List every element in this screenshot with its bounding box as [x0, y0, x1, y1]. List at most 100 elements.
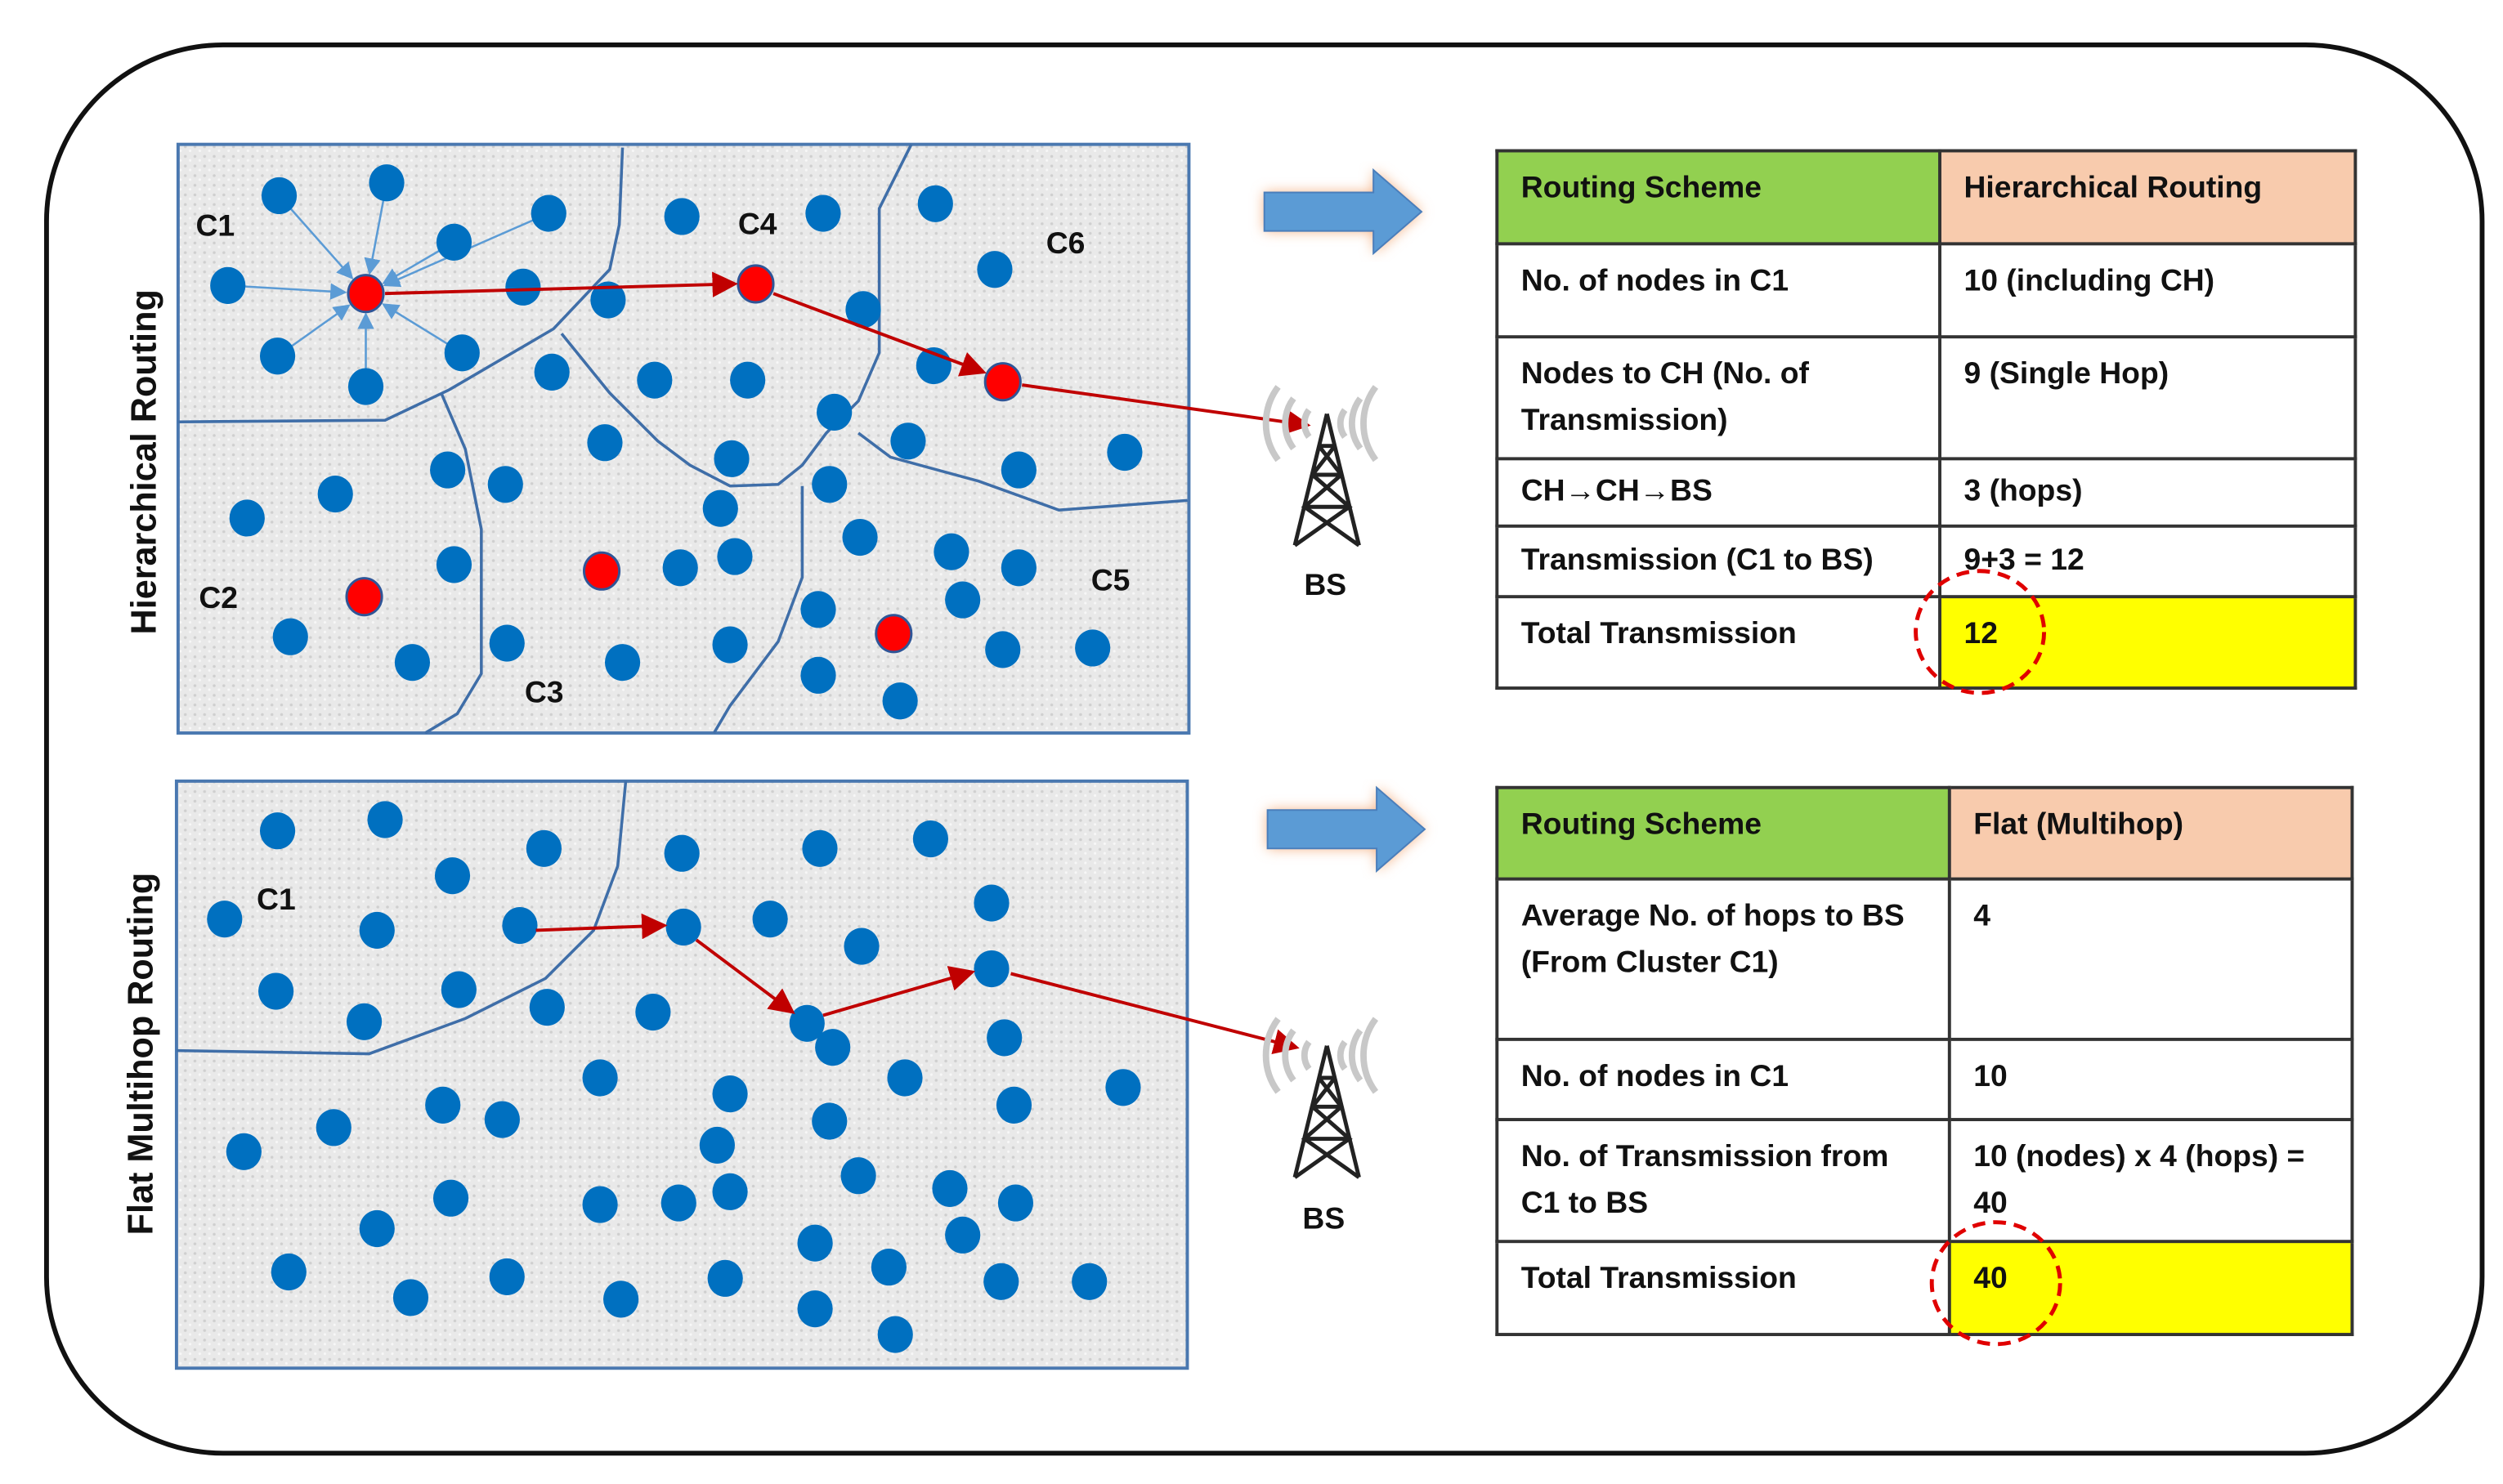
row-value: 4 [1947, 877, 2354, 1041]
sensor-node [717, 538, 753, 575]
sensor-node [259, 337, 296, 375]
table-row-total: Total Transmission 40 [1495, 1240, 2354, 1337]
row-label: No. of nodes in C1 [1495, 242, 1941, 339]
base-station-tower-icons [1262, 385, 1379, 1179]
sensor-node [1001, 451, 1037, 489]
sensor-node [934, 533, 969, 570]
sensor-node [664, 834, 700, 872]
sensor-node [712, 1173, 748, 1210]
sensor-node [712, 626, 748, 664]
sensor-node [484, 1101, 520, 1138]
sensor-node [699, 1126, 735, 1164]
cluster-head-node [875, 614, 913, 654]
sensor-node [800, 591, 836, 628]
sensor-node [229, 499, 265, 537]
sensor-node [531, 194, 566, 232]
hierarchical-table: Routing Scheme Hierarchical Routing No. … [1495, 149, 2357, 691]
table-header-row: Routing Scheme Flat (Multihop) [1495, 785, 2354, 881]
total-value-highlight: 40 [1947, 1240, 2354, 1337]
hierarchical-field: C1 C2 C3 C4 C5 C6 [176, 142, 1311, 735]
sensor-node [367, 801, 403, 838]
sensor-node [871, 1249, 907, 1286]
sensor-node [316, 1109, 351, 1147]
sensor-node [259, 812, 296, 850]
route-arrow [1010, 972, 1300, 1055]
cluster-label-c3: C3 [525, 675, 564, 709]
sensor-node [487, 466, 523, 503]
sensor-node [815, 1029, 851, 1066]
table-row: Nodes to CH (No. of Transmission) 9 (Sing… [1495, 335, 2357, 461]
sensor-node [1107, 433, 1143, 472]
sensor-node [662, 549, 698, 587]
route-arrow [772, 292, 987, 377]
base-station-tower-icon [1262, 385, 1379, 548]
sensor-node [797, 1290, 833, 1328]
sensor-node [434, 857, 471, 895]
sensor-node [317, 475, 353, 513]
row-label: No. of Transmission from C1 to BS [1495, 1118, 1951, 1244]
sensor-node [436, 546, 472, 583]
member-to-ch-arrow [278, 194, 354, 279]
right-block-arrow-icon [1266, 785, 1426, 873]
cluster-label-c6: C6 [1046, 226, 1086, 260]
row-value: 10 (including CH) [1938, 242, 2357, 339]
sensor-node [845, 291, 881, 329]
sensor-node [261, 177, 298, 215]
sensor-node [917, 185, 953, 222]
sensor-node [502, 906, 538, 945]
sensor-node [505, 268, 541, 306]
total-value-highlight: 12 [1938, 595, 2357, 691]
sensor-node [974, 884, 1010, 922]
sensor-node [987, 1019, 1023, 1057]
row-label: Nodes to CH (No. of Transmission) [1495, 335, 1941, 461]
row-label: Total Transmission [1495, 1240, 1951, 1337]
sensor-node [210, 266, 246, 304]
table-row: No. of nodes in C1 10 (including CH) [1495, 242, 2357, 339]
sensor-node [392, 1279, 429, 1316]
route-arrow [1022, 383, 1311, 435]
table-row: No. of Transmission from C1 to BS 10 (nod… [1495, 1118, 2354, 1244]
flat-table: Routing Scheme Flat (Multihop) Average N… [1495, 785, 2354, 1337]
row-value: 3 (hops) [1938, 457, 2357, 528]
header-cell: Routing Scheme [1495, 785, 1951, 881]
sensor-node [436, 223, 472, 261]
flat-multihop-routing-label: Flat Multihop Routing [120, 872, 161, 1236]
sensor-node [932, 1169, 968, 1208]
sensor-node [730, 361, 766, 399]
sensor-node [877, 1316, 913, 1353]
member-to-ch-arrow [227, 283, 347, 300]
sensor-node [534, 353, 570, 391]
sensor-node [1001, 549, 1037, 587]
sensor-node [272, 618, 308, 655]
sensor-node [844, 928, 880, 965]
route-arrow [695, 938, 795, 1014]
sensor-node [797, 1224, 833, 1262]
sensor-node [945, 581, 981, 619]
table-row: CH→CH→BS 3 (hops) [1495, 457, 2357, 528]
sensor-node [702, 489, 738, 527]
sensor-node [912, 820, 949, 858]
sensor-node [887, 1059, 923, 1097]
sensor-node [1072, 1263, 1108, 1300]
cluster-label-c1: C1 [195, 208, 235, 243]
cluster-head-node [345, 577, 383, 617]
route-arrow [822, 966, 976, 1017]
route-arrow [535, 913, 668, 940]
sensor-node [526, 829, 562, 867]
sensor-node [635, 993, 671, 1031]
sensor-node [985, 631, 1021, 668]
row-value: 9 (Single Hop) [1938, 335, 2357, 461]
row-label: Total Transmission [1495, 595, 1941, 691]
sensor-node [444, 334, 480, 372]
row-label: Transmission (C1 to BS) [1495, 524, 1941, 599]
sensor-node [817, 393, 853, 431]
sensor-node [996, 1086, 1032, 1124]
sensor-node [347, 368, 384, 405]
sensor-node [882, 682, 918, 720]
sensor-node [840, 1157, 876, 1195]
sensor-node [582, 1186, 618, 1223]
sensor-node [1105, 1069, 1141, 1106]
sensor-node [665, 908, 701, 946]
sensor-node [789, 1004, 825, 1042]
cluster-boundaries [177, 143, 1188, 735]
